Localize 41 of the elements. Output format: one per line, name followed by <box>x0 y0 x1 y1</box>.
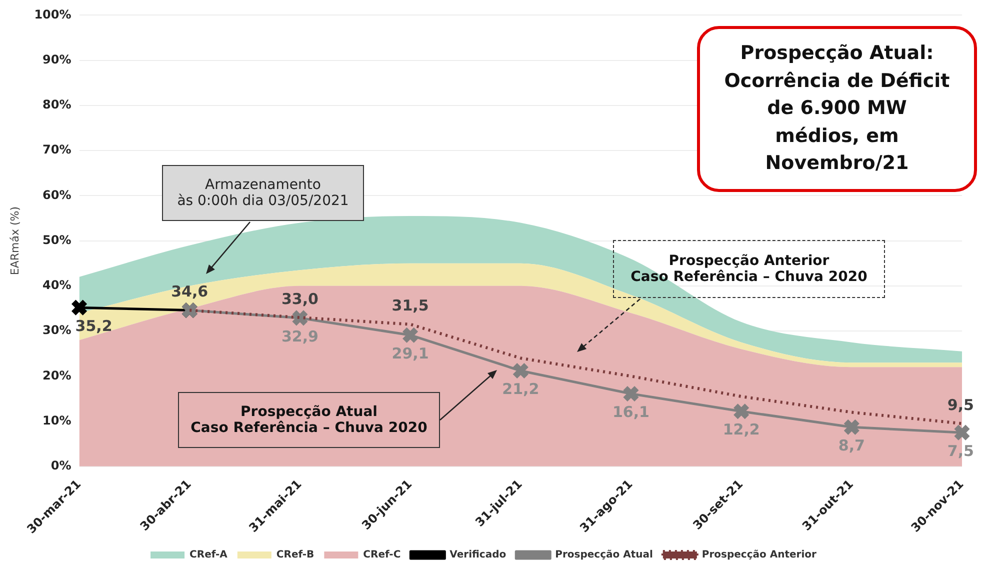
data-label: 31,5 <box>392 296 429 315</box>
y-tick-label: 80% <box>42 98 72 112</box>
data-label: 9,5 <box>947 396 974 414</box>
y-axis-title: EARmáx (%) <box>8 206 22 276</box>
point <box>843 418 860 436</box>
legend-label: CRef-C <box>363 550 401 561</box>
y-tick-label: 30% <box>42 323 72 338</box>
annotation: Prospecção Atual Caso Referência – Chuva 2020 <box>178 392 440 448</box>
annotation: Prospecção Anterior Caso Referência – Chuva 2020 <box>613 240 885 298</box>
y-tick-label: 20% <box>42 368 72 382</box>
data-label: 21,2 <box>502 380 540 398</box>
point <box>953 424 971 442</box>
data-label: 33,0 <box>281 290 318 308</box>
legend-label: Prospecção Anterior <box>702 550 817 561</box>
data-label: 29,1 <box>392 344 429 362</box>
y-tick-label: 90% <box>42 52 72 66</box>
point <box>402 326 419 344</box>
legend-label: Prospecção Atual <box>555 550 653 561</box>
y-tick-label: 50% <box>42 232 72 247</box>
point <box>622 385 640 402</box>
y-tick-label: 0% <box>50 458 72 473</box>
point <box>70 298 88 316</box>
point <box>291 309 309 327</box>
annotation: Armazenamento às 0:00h dia 03/05/2021 <box>162 165 364 221</box>
legend-label: CRef-B <box>276 550 314 561</box>
point <box>732 402 750 420</box>
y-tick-label: 100% <box>34 7 72 22</box>
y-tick-label: 60% <box>42 188 72 202</box>
y-tick-label: 40% <box>42 278 72 292</box>
y-tick-label: 70% <box>42 142 72 157</box>
data-label: 16,1 <box>612 403 650 422</box>
annotation: Prospecção Atual: Ocorrência de Déficit de 6.900 MW médios, em Novembro/21 <box>697 26 977 192</box>
point <box>512 362 530 380</box>
data-label: 32,9 <box>281 327 318 346</box>
legend-label: CRef-A <box>190 550 228 561</box>
data-label: 12,2 <box>722 420 760 439</box>
data-label: 34,6 <box>171 282 208 301</box>
legend-label: Verificado <box>450 550 506 561</box>
y-tick-label: 10% <box>42 413 72 428</box>
data-label: 8,7 <box>838 436 865 455</box>
data-label: 35,2 <box>75 316 112 335</box>
